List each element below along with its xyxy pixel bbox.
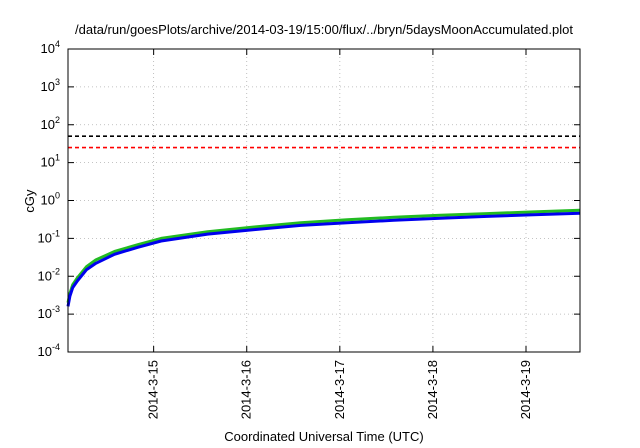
y-tick-exponent: 2: [55, 115, 60, 125]
y-tick-exponent: -1: [52, 228, 60, 238]
x-tick-label: 2014-3-19: [518, 360, 533, 419]
y-tick-label: 102: [41, 115, 60, 132]
y-tick-label: 10-3: [38, 304, 60, 321]
y-tick-label: 10-1: [38, 228, 60, 245]
y-tick-base: 10: [38, 306, 52, 321]
y-tick-exponent: 4: [55, 39, 60, 49]
y-tick-label: 100: [41, 191, 60, 208]
threshold-lines: [68, 135, 580, 149]
y-tick-exponent: -2: [52, 266, 60, 276]
y-tick-base: 10: [38, 268, 52, 283]
y-tick-base: 10: [41, 41, 55, 56]
y-axis-label: cGy: [22, 189, 37, 213]
y-tick-label: 10-4: [38, 342, 60, 359]
y-tick-label: 10-2: [38, 266, 60, 283]
y-tick-exponent: 1: [55, 153, 60, 163]
y-tick-label: 103: [41, 77, 60, 94]
y-tick-base: 10: [38, 344, 52, 359]
y-tick-label: 101: [41, 153, 60, 170]
x-tick-label: 2014-3-17: [332, 360, 347, 419]
x-axis: 2014-3-15 2014-3-16 2014-3-17 2014-3-18 2014…: [146, 49, 533, 419]
x-axis-label: Coordinated Universal Time (UTC): [224, 429, 423, 444]
x-tick-label: 2014-3-16: [239, 360, 254, 419]
y-tick-base: 10: [41, 79, 55, 94]
x-tick-label: 2014-3-15: [146, 360, 161, 419]
y-tick-exponent: -4: [52, 342, 60, 352]
y-tick-label: 104: [41, 39, 60, 56]
y-tick-exponent: -3: [52, 304, 60, 314]
y-tick-base: 10: [38, 230, 52, 245]
y-tick-base: 10: [41, 155, 55, 170]
x-tick-label: 2014-3-18: [425, 360, 440, 419]
series-lines: [66, 208, 581, 307]
y-tick-exponent: 0: [55, 191, 60, 201]
grid: [68, 49, 580, 352]
y-tick-base: 10: [41, 193, 55, 208]
y-tick-exponent: 3: [55, 77, 60, 87]
chart-title: /data/run/goesPlots/archive/2014-03-19/1…: [75, 22, 573, 37]
y-tick-base: 10: [41, 117, 55, 132]
series-line: [66, 208, 581, 304]
series-line: [66, 211, 581, 307]
